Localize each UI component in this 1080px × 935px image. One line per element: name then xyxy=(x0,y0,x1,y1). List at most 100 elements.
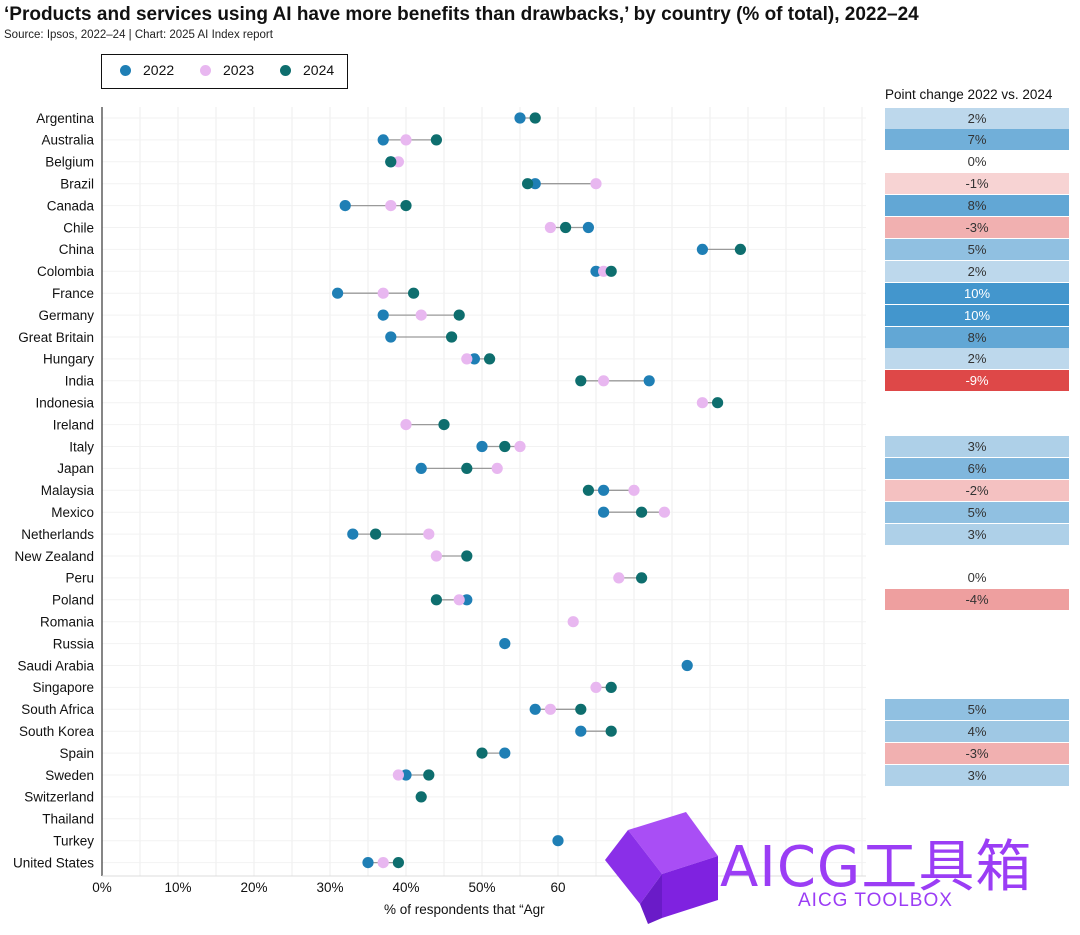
country-label: Indonesia xyxy=(35,396,94,411)
country-label: Hungary xyxy=(43,352,94,367)
point-2024 xyxy=(461,550,473,562)
point-2024 xyxy=(438,419,450,431)
country-label: India xyxy=(65,374,95,389)
country-label: Chile xyxy=(63,220,94,235)
country-label: Italy xyxy=(69,439,94,454)
x-tick-label: 0% xyxy=(92,880,112,895)
point-2023 xyxy=(377,287,389,299)
point-change-cell: 5% xyxy=(885,238,1069,260)
point-2023 xyxy=(628,484,640,496)
country-label: Malaysia xyxy=(41,483,95,498)
point-change-cell: 5% xyxy=(885,698,1069,720)
aicg-logo-icon xyxy=(605,812,718,924)
legend-label-2024: 2024 xyxy=(303,62,335,78)
point-2022 xyxy=(362,857,374,869)
country-label: Russia xyxy=(53,636,95,651)
point-2023 xyxy=(590,681,602,694)
country-label: New Zealand xyxy=(14,549,94,564)
point-2022 xyxy=(332,287,344,299)
point-2022 xyxy=(598,484,610,496)
point-2022 xyxy=(681,659,693,672)
legend-swatch-2024 xyxy=(280,64,291,76)
point-2023 xyxy=(598,375,610,387)
point-2024 xyxy=(415,791,427,803)
point-2022 xyxy=(499,747,511,759)
point-2022 xyxy=(385,331,397,343)
point-change-cell: -2% xyxy=(885,479,1069,501)
point-2022 xyxy=(415,462,427,474)
point-2024 xyxy=(560,221,572,234)
country-label: Peru xyxy=(65,571,94,586)
point-change-cell: 10% xyxy=(885,304,1069,326)
point-change-cell: 3% xyxy=(885,523,1069,545)
point-2023 xyxy=(696,397,709,409)
point-change-cell: -3% xyxy=(885,742,1069,764)
point-2023 xyxy=(658,506,671,518)
country-label: Spain xyxy=(59,746,94,761)
country-label: Japan xyxy=(57,461,94,476)
point-2023 xyxy=(453,594,465,606)
point-2024 xyxy=(529,112,541,124)
country-label: France xyxy=(52,286,94,301)
country-label: Great Britain xyxy=(18,330,94,345)
point-2024 xyxy=(712,397,724,409)
point-2024 xyxy=(636,506,648,518)
point-change-cell: 8% xyxy=(885,195,1069,217)
point-change-header: Point change 2022 vs. 2024 xyxy=(885,87,1053,102)
point-2024 xyxy=(605,725,617,737)
country-label: Argentina xyxy=(36,111,94,126)
legend-swatch-2022 xyxy=(120,64,131,76)
point-2022 xyxy=(643,375,655,387)
country-label: Romania xyxy=(40,615,95,630)
point-2024 xyxy=(484,353,496,365)
point-2022 xyxy=(377,309,389,321)
point-change-cell: 2% xyxy=(885,260,1069,282)
point-2024 xyxy=(370,528,382,540)
point-2024 xyxy=(734,243,747,255)
watermark-logo-text: AICG工具箱 xyxy=(720,835,1033,900)
legend-item-2022: 2022 xyxy=(120,62,174,78)
point-2024 xyxy=(476,747,488,759)
point-2024 xyxy=(575,703,587,715)
point-2022 xyxy=(575,725,587,737)
point-change-cell: 5% xyxy=(885,501,1069,523)
x-tick-label: 50% xyxy=(468,880,495,895)
point-2022 xyxy=(529,703,541,715)
chart-title: ‘Products and services using AI have mor… xyxy=(4,4,919,25)
country-label: Sweden xyxy=(45,768,94,783)
x-axis-label: % of respondents that “Agr xyxy=(384,902,545,917)
point-2022 xyxy=(514,112,526,124)
point-change-cell: -9% xyxy=(885,370,1069,392)
point-2024 xyxy=(392,857,404,869)
point-2022 xyxy=(377,134,389,146)
point-2022 xyxy=(582,221,595,234)
legend-item-2024: 2024 xyxy=(280,62,334,78)
legend-item-2023: 2023 xyxy=(200,62,254,78)
country-label: United States xyxy=(13,855,94,870)
point-2023 xyxy=(385,200,397,212)
point-change-cell: 2% xyxy=(885,348,1069,370)
point-2024 xyxy=(430,134,442,146)
point-2023 xyxy=(415,309,427,321)
x-tick-label: 30% xyxy=(316,880,343,895)
point-2024 xyxy=(522,178,534,190)
point-2022 xyxy=(499,638,511,650)
point-2024 xyxy=(430,594,442,606)
point-2023 xyxy=(377,857,389,869)
point-change-cell: 10% xyxy=(885,282,1069,304)
country-label: Mexico xyxy=(51,505,94,520)
country-label: China xyxy=(59,242,95,257)
country-label: Switzerland xyxy=(24,790,94,805)
country-label: Saudi Arabia xyxy=(17,658,94,673)
watermark: AICG工具箱 AICG TOOLBOX xyxy=(600,812,1060,930)
chart-source: Source: Ipsos, 2022–24 | Chart: 2025 AI … xyxy=(4,29,273,41)
point-change-cell: 7% xyxy=(885,129,1069,151)
point-2024 xyxy=(575,375,587,387)
point-2024 xyxy=(605,681,617,694)
legend-label-2023: 2023 xyxy=(223,62,255,78)
point-2023 xyxy=(567,616,579,628)
point-change-cell: 6% xyxy=(885,457,1069,479)
point-2024 xyxy=(582,484,595,496)
country-label: Ireland xyxy=(53,417,94,432)
point-2022 xyxy=(339,200,351,212)
